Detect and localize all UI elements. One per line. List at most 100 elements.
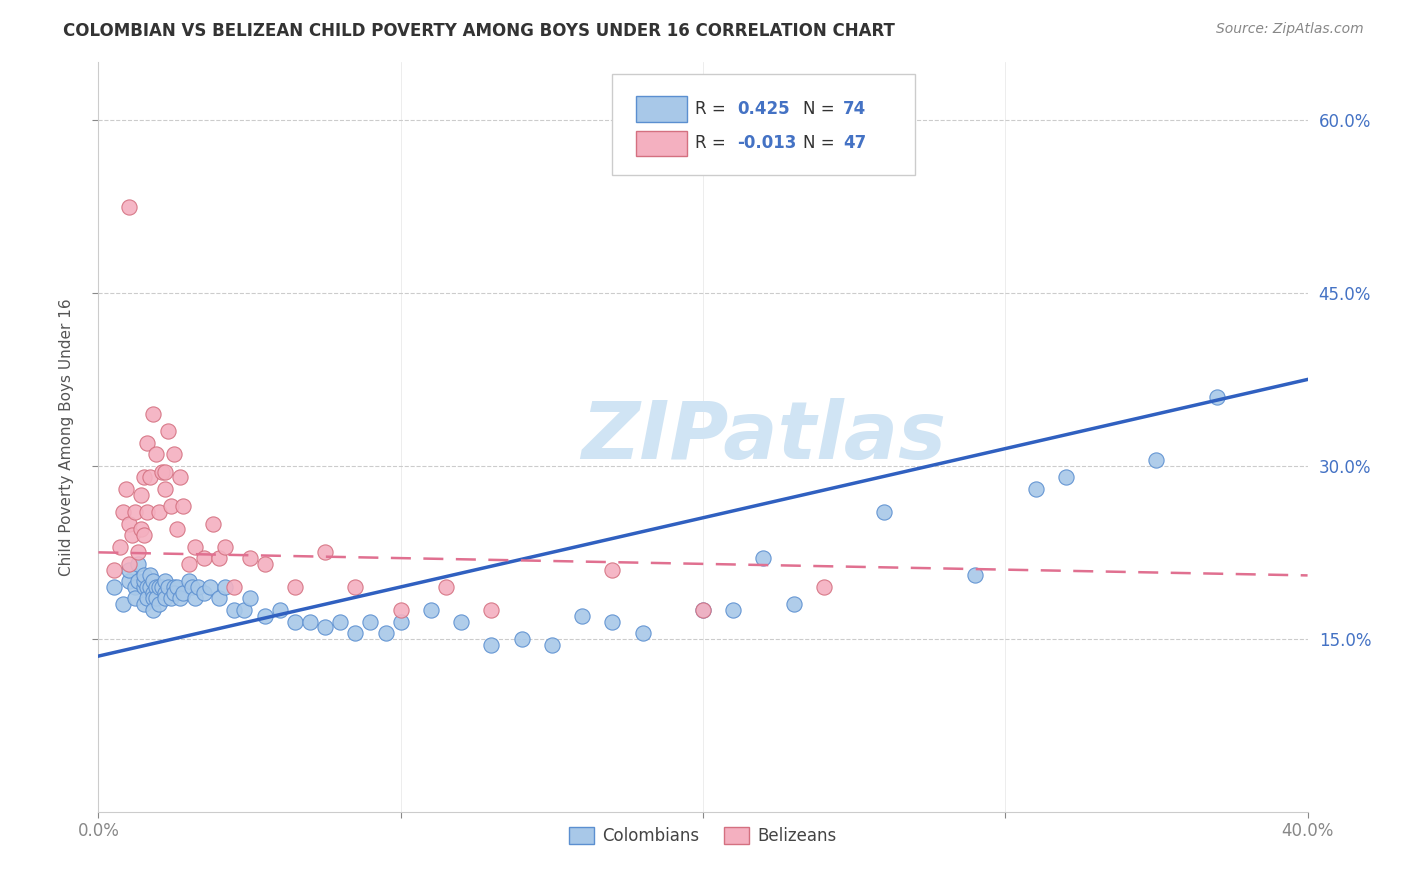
Point	[602, 563, 624, 577]
Point	[187, 580, 209, 594]
Text: Source: ZipAtlas.com: Source: ZipAtlas.com	[1216, 22, 1364, 37]
Point	[148, 597, 170, 611]
Text: 0.425: 0.425	[737, 100, 790, 118]
Point	[184, 591, 207, 606]
Point	[153, 482, 176, 496]
Point	[314, 620, 336, 634]
Point	[135, 591, 157, 606]
Point	[132, 528, 155, 542]
Point	[208, 591, 231, 606]
Point	[389, 603, 412, 617]
Text: 47: 47	[844, 135, 866, 153]
Point	[389, 615, 412, 629]
Point	[783, 597, 806, 611]
Point	[135, 580, 157, 594]
Point	[129, 488, 152, 502]
Point	[142, 603, 165, 617]
Point	[420, 603, 443, 617]
Point	[214, 540, 236, 554]
Point	[150, 580, 173, 594]
Point	[153, 574, 176, 589]
Point	[284, 615, 307, 629]
Legend: Colombians, Belizeans: Colombians, Belizeans	[562, 821, 844, 852]
Point	[127, 545, 149, 559]
Point	[124, 505, 146, 519]
Point	[118, 200, 141, 214]
Point	[118, 516, 141, 531]
Point	[148, 505, 170, 519]
Text: N =: N =	[803, 135, 841, 153]
Point	[139, 580, 162, 594]
FancyBboxPatch shape	[637, 96, 688, 121]
Point	[602, 615, 624, 629]
Point	[873, 505, 896, 519]
Point	[118, 574, 141, 589]
FancyBboxPatch shape	[613, 74, 915, 175]
Point	[1024, 482, 1046, 496]
Point	[160, 591, 183, 606]
Point	[284, 580, 307, 594]
Point	[156, 580, 179, 594]
Point	[481, 603, 503, 617]
Point	[224, 580, 246, 594]
Point	[118, 563, 141, 577]
Point	[153, 465, 176, 479]
Point	[752, 551, 775, 566]
Point	[142, 591, 165, 606]
Point	[169, 470, 191, 484]
Point	[1206, 390, 1229, 404]
Point	[124, 580, 146, 594]
Point	[127, 574, 149, 589]
Point	[510, 632, 533, 646]
Point	[239, 551, 262, 566]
Point	[450, 615, 472, 629]
Point	[132, 580, 155, 594]
Point	[374, 626, 396, 640]
Point	[142, 407, 165, 421]
Point	[344, 580, 367, 594]
Point	[202, 516, 225, 531]
Point	[571, 608, 593, 623]
Point	[139, 470, 162, 484]
Point	[121, 528, 143, 542]
Point	[269, 603, 291, 617]
Point	[344, 626, 367, 640]
Point	[166, 522, 188, 536]
Point	[111, 597, 134, 611]
Point	[214, 580, 236, 594]
Point	[965, 568, 987, 582]
Point	[179, 574, 201, 589]
Point	[153, 591, 176, 606]
Point	[139, 568, 162, 582]
Point	[111, 505, 134, 519]
Point	[692, 603, 714, 617]
Point	[135, 435, 157, 450]
Point	[163, 585, 186, 599]
Point	[103, 580, 125, 594]
Point	[181, 580, 204, 594]
Point	[108, 540, 131, 554]
Point	[142, 585, 165, 599]
Point	[1144, 453, 1167, 467]
Point	[129, 522, 152, 536]
Point	[132, 574, 155, 589]
Point	[314, 545, 336, 559]
Point	[145, 447, 167, 461]
Point	[360, 615, 382, 629]
Point	[193, 551, 215, 566]
Point	[132, 470, 155, 484]
Point	[172, 500, 194, 514]
Point	[179, 557, 201, 571]
FancyBboxPatch shape	[637, 130, 688, 156]
Point	[127, 557, 149, 571]
Point	[631, 626, 654, 640]
Point	[163, 580, 186, 594]
Point	[253, 557, 276, 571]
Point	[142, 574, 165, 589]
Text: -0.013: -0.013	[737, 135, 796, 153]
Point	[208, 551, 231, 566]
Point	[813, 580, 835, 594]
Point	[239, 591, 262, 606]
Text: COLOMBIAN VS BELIZEAN CHILD POVERTY AMONG BOYS UNDER 16 CORRELATION CHART: COLOMBIAN VS BELIZEAN CHILD POVERTY AMON…	[63, 22, 896, 40]
Point	[232, 603, 254, 617]
